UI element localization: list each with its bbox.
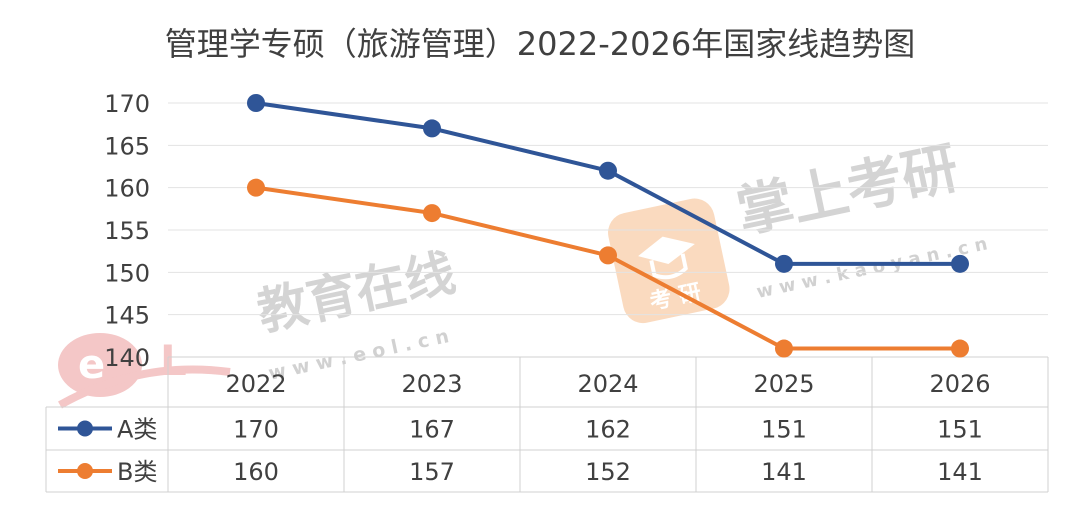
x-category-label: 2022	[225, 370, 286, 398]
table-cell-value: 151	[761, 416, 807, 444]
data-table: 2022 2023 2024 2025 2026 A类 170 167 162 151 151 B类 1…	[45, 356, 1049, 493]
legend-label: A类	[117, 416, 157, 444]
series-1-point	[423, 119, 441, 138]
series-2-point	[775, 339, 793, 358]
kaoyan-logo-icon: 考 研	[608, 198, 730, 324]
svg-text:e: e	[78, 342, 105, 388]
legend-marker-2	[77, 463, 93, 479]
series-2-point	[951, 339, 969, 358]
table-cell-value: 141	[937, 458, 983, 486]
y-tick-label: 160	[104, 175, 150, 203]
table-cell-value: 162	[585, 416, 631, 444]
y-tick-label: 150	[104, 259, 150, 287]
y-tick-label: 155	[104, 217, 150, 245]
legend-label: B类	[117, 458, 157, 486]
series-2-point	[423, 204, 441, 223]
series-layer	[247, 94, 969, 358]
x-category-label: 2024	[577, 370, 638, 398]
series-2-point	[599, 246, 617, 265]
y-tick-label: 165	[104, 132, 150, 160]
y-tick-label: 145	[104, 302, 150, 330]
series-1-point	[951, 254, 969, 273]
y-tick-label: 140	[104, 344, 150, 372]
x-category-label: 2025	[753, 370, 814, 398]
table-cell-value: 141	[761, 458, 807, 486]
watermark-eol-text: 教育在线	[252, 243, 460, 341]
series-1-point	[247, 94, 265, 112]
table-cell-value: 151	[937, 416, 983, 444]
x-category-label: 2023	[401, 370, 462, 398]
grid-layer	[168, 102, 1048, 316]
table-cell-value: 170	[233, 416, 279, 444]
x-category-label: 2026	[929, 370, 990, 398]
y-axis-ticks: 170 165 160 155 150 145 140	[104, 90, 150, 372]
chart-title: 管理学专硕（旅游管理）2022-2026年国家线趋势图	[165, 25, 915, 63]
eol-logo-icon: e L	[58, 333, 231, 409]
table-cell-value: 160	[233, 458, 279, 486]
y-tick-label: 170	[104, 90, 150, 118]
table-cell-value: 167	[409, 416, 455, 444]
watermark-layer: e L 教育在线 w w w . e o l . c n 考 研 掌上考研 w …	[58, 136, 989, 409]
table-cell-value: 152	[585, 458, 631, 486]
watermark-kaoyan-text: 掌上考研	[731, 136, 964, 246]
series-2-point	[247, 178, 265, 197]
series-1-point	[599, 161, 617, 180]
svg-text:L: L	[160, 336, 187, 385]
table-cell-value: 157	[409, 458, 455, 486]
series-1-point	[775, 254, 793, 273]
legend-marker-1	[77, 420, 93, 437]
